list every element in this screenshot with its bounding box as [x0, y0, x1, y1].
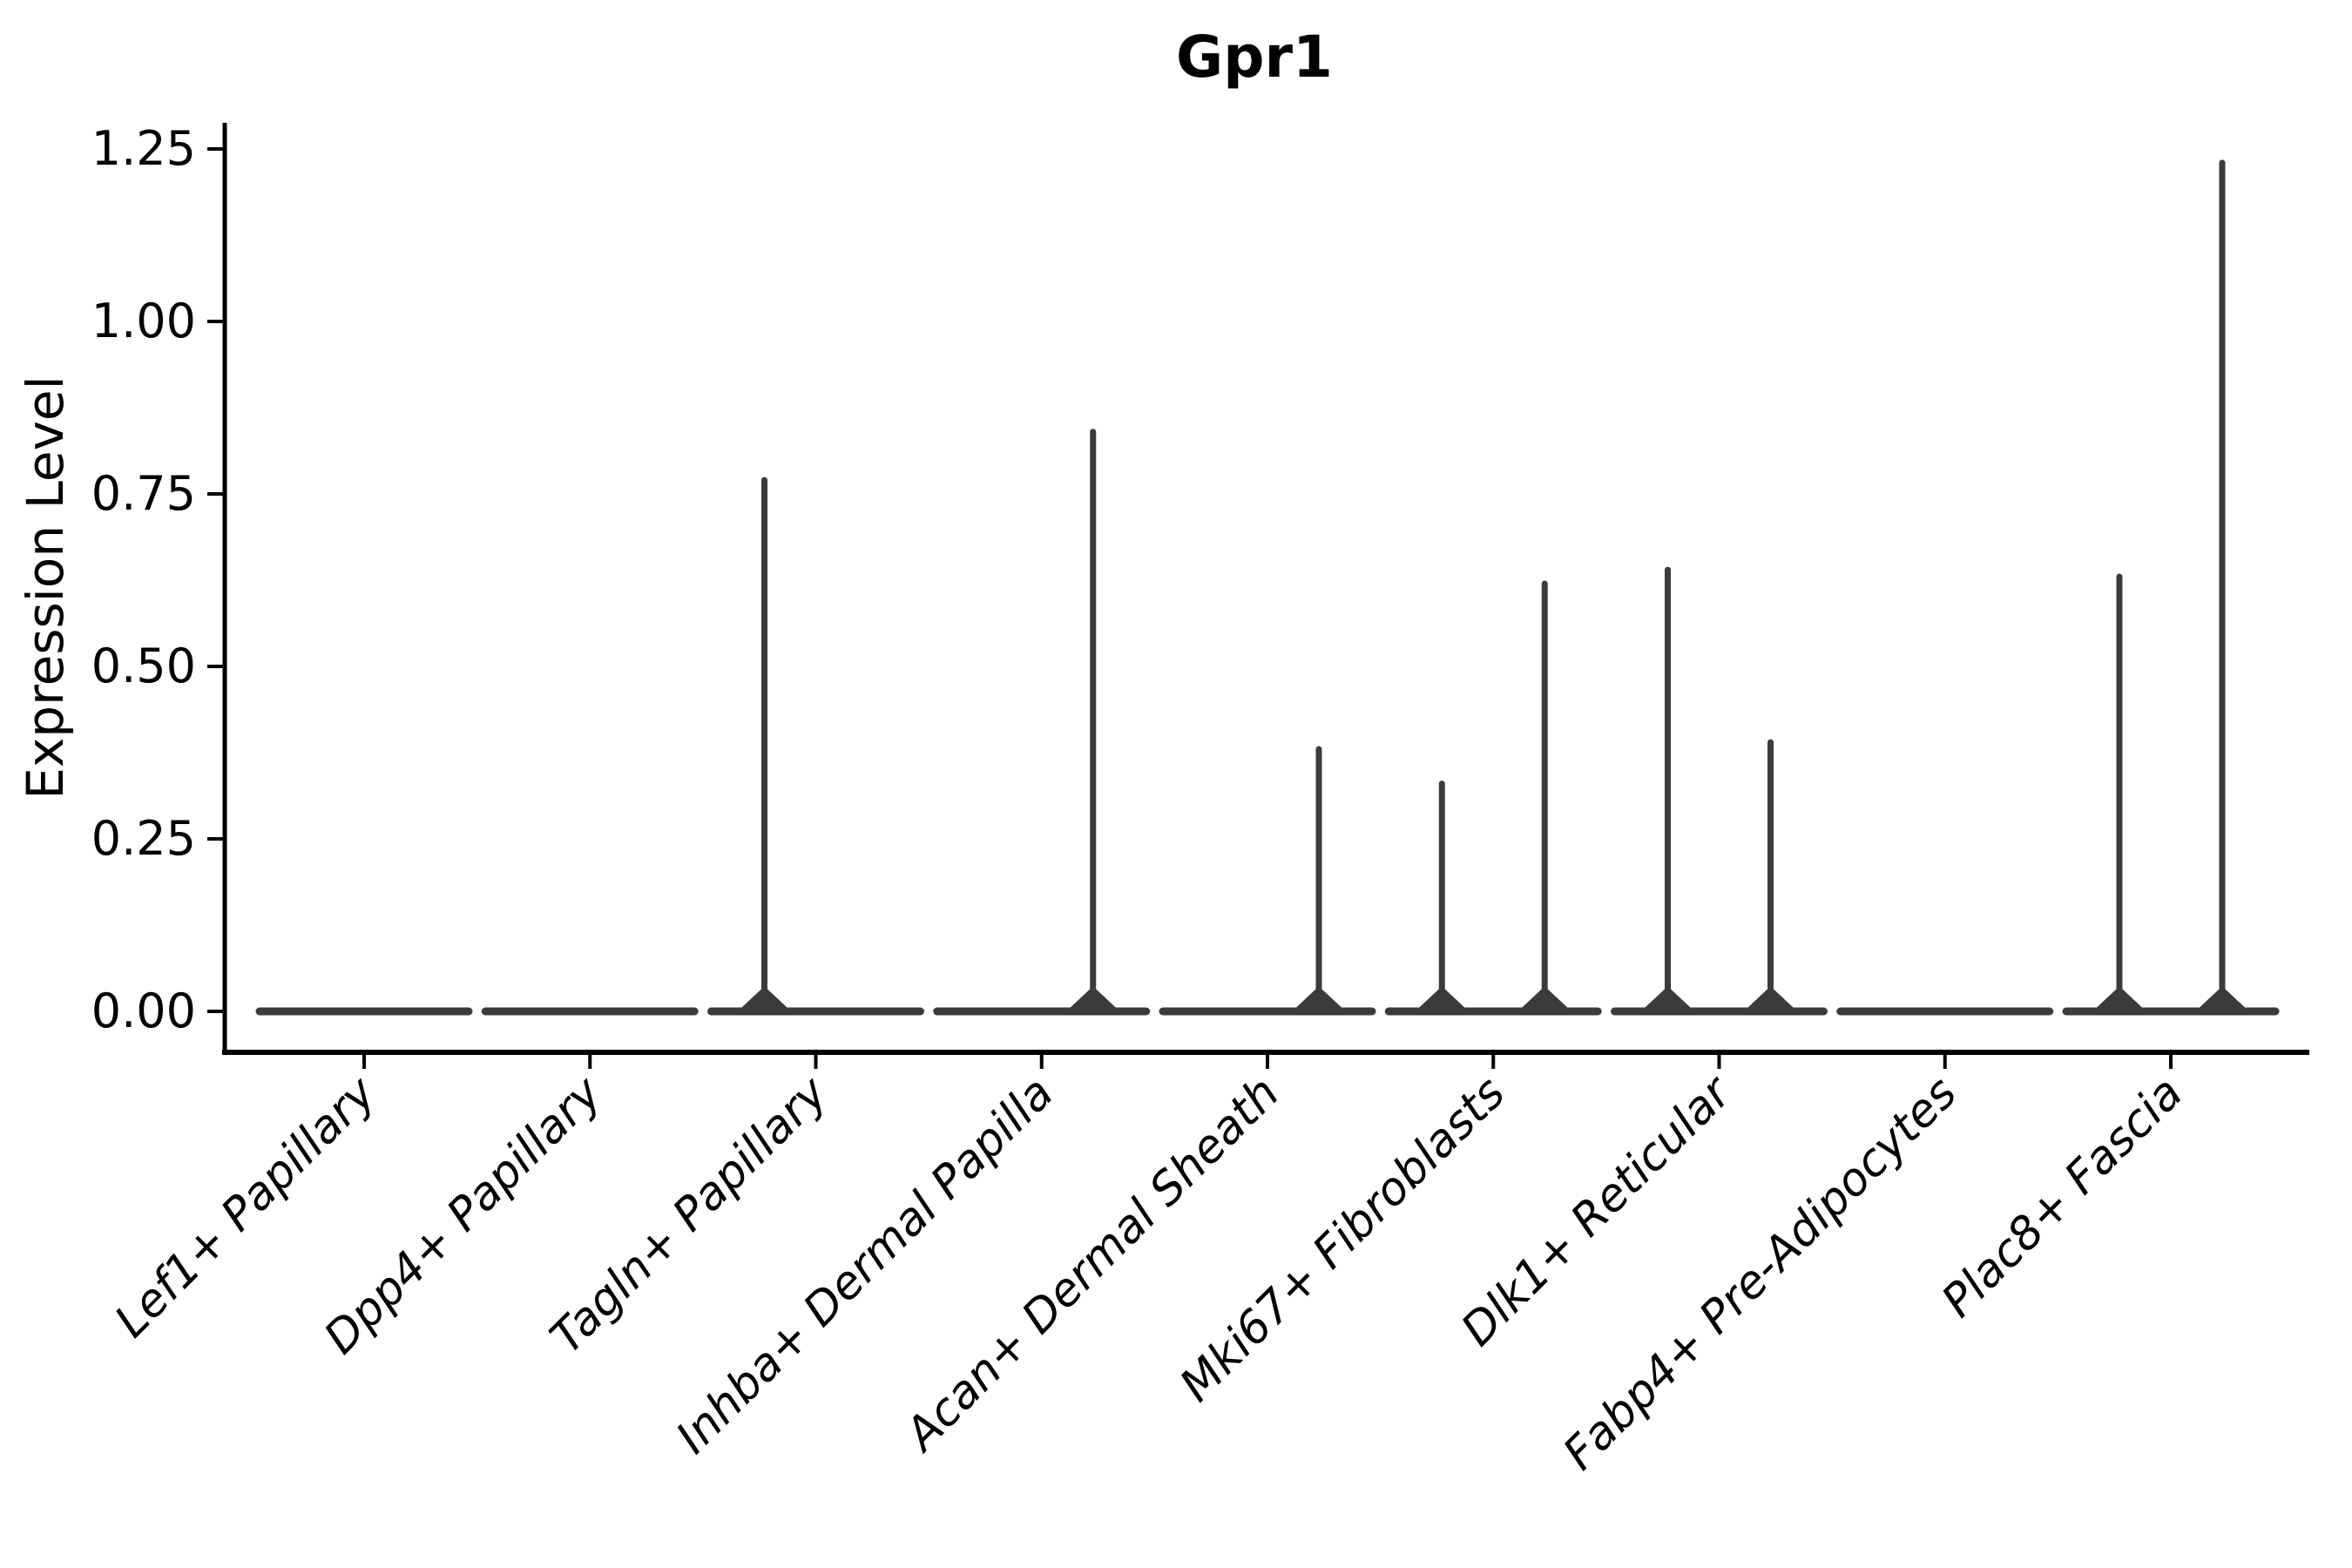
y-tick-label: 0.25 — [91, 811, 196, 866]
x-tick-label: Acan+ Dermal Sheath — [894, 1067, 1289, 1463]
y-tick-label: 1.25 — [91, 121, 196, 176]
y-tick-label: 0.50 — [91, 639, 196, 693]
y-axis-title: Expression Level — [16, 375, 75, 799]
x-tick-label: Plac8+ Fascia — [1932, 1067, 2193, 1328]
y-tick-label: 1.00 — [91, 294, 196, 348]
chart-title: Gpr1 — [1176, 24, 1333, 91]
x-tick-label: Fabp4+ Pre-Adipocytes — [1553, 1067, 1967, 1481]
y-tick-label: 0.75 — [91, 466, 196, 521]
x-tick-label: Inhba+ Dermal Papilla — [666, 1067, 1064, 1464]
y-tick-label: 0.00 — [91, 983, 196, 1038]
